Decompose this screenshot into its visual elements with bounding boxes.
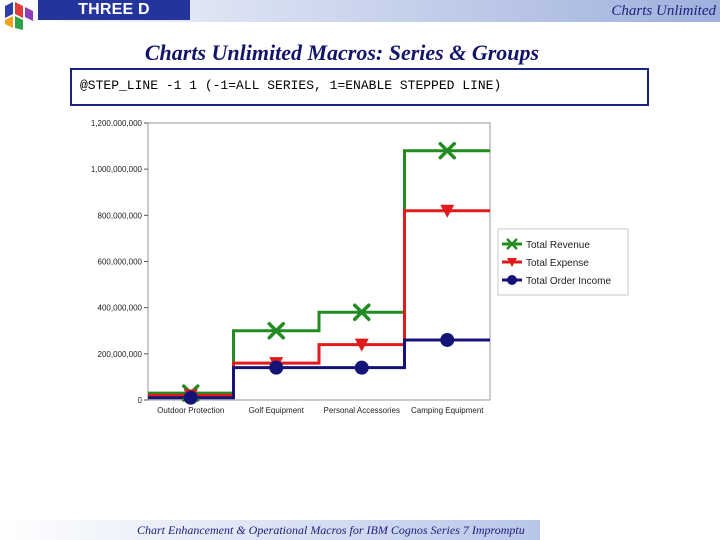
data-point-marker bbox=[440, 332, 455, 347]
data-point-marker bbox=[269, 360, 284, 375]
footer-text: Chart Enhancement & Operational Macros f… bbox=[137, 523, 525, 537]
logo-text: THREE D GRAPHICS bbox=[38, 0, 190, 38]
logo-cube-icon bbox=[5, 2, 33, 30]
data-point-marker bbox=[354, 360, 369, 375]
footer-bar bbox=[0, 520, 540, 540]
macro-box: @STEP_LINE -1 1 (-1=ALL SERIES, 1=ENABLE… bbox=[70, 68, 649, 106]
x-tick-label: Personal Accessories bbox=[324, 406, 400, 415]
y-tick-label: 1,000,000,000 bbox=[91, 165, 143, 174]
header-brand: Charts Unlimited bbox=[611, 3, 716, 19]
chart: 0 200,000,000 400,000,000 600,000,000 800,00… bbox=[91, 119, 629, 415]
y-tick-label: 200,000,000 bbox=[98, 350, 143, 359]
x-tick-label: Camping Equipment bbox=[411, 406, 484, 415]
data-point-marker bbox=[440, 204, 455, 218]
slide-title: Charts Unlimited Macros: Series & Groups bbox=[144, 40, 540, 65]
legend-marker bbox=[507, 258, 517, 267]
y-tick-label: 0 bbox=[138, 396, 143, 405]
data-point-marker bbox=[183, 390, 198, 405]
y-tick-label: 400,000,000 bbox=[98, 304, 143, 313]
x-tick-label: Outdoor Protection bbox=[157, 406, 224, 415]
macro-text: @STEP_LINE -1 1 (-1=ALL SERIES, 1=ENABLE… bbox=[80, 78, 502, 93]
y-tick-label: 800,000,000 bbox=[98, 211, 143, 220]
y-tick-label: 1,200,000,000 bbox=[91, 119, 143, 128]
legend-label: Total Order Income bbox=[526, 276, 611, 287]
data-point-marker bbox=[354, 338, 369, 352]
legend-marker bbox=[506, 238, 518, 250]
y-tick-label: 600,000,000 bbox=[98, 258, 143, 267]
x-tick-label: Golf Equipment bbox=[249, 406, 305, 415]
legend-marker bbox=[507, 275, 517, 285]
legend-label: Total Expense bbox=[526, 258, 589, 269]
series-line bbox=[148, 338, 490, 400]
legend-label: Total Revenue bbox=[526, 240, 590, 251]
